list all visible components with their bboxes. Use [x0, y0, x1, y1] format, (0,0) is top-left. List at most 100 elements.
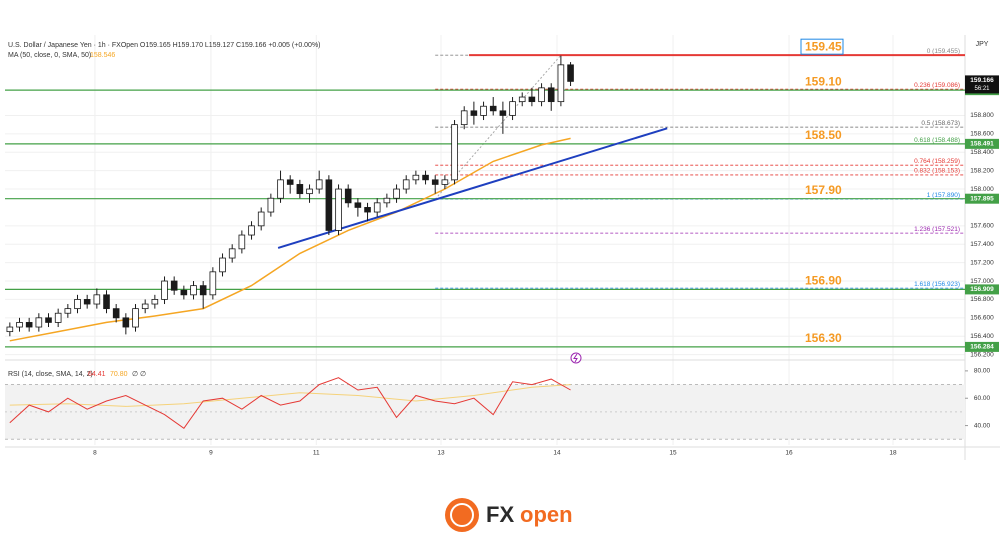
level-label: 156.30 [805, 331, 842, 345]
candle-body [286, 179, 294, 185]
candle-body [383, 197, 391, 204]
fib-label: 1.236 (157.521) [914, 226, 960, 233]
level-label: 159.10 [805, 74, 842, 88]
countdown: 56:21 [974, 86, 990, 92]
candle-body [257, 211, 265, 227]
candle-body [112, 308, 120, 319]
y-tick-label: 158.000 [970, 186, 994, 193]
y-tick-label: 156.400 [970, 333, 994, 340]
rsi-sma-line [9, 384, 571, 407]
level-label: 158.50 [805, 128, 842, 142]
candle-body [538, 87, 545, 103]
rsi-sma-last: 70.80 [110, 371, 128, 378]
candle-body [528, 96, 536, 103]
logo-fx: FX [486, 502, 514, 527]
logo-emblem-ring [450, 503, 474, 527]
axis-level-label: 157.895 [970, 195, 994, 202]
x-tick-label: 9 [209, 450, 213, 457]
fib-label: 0 (159.455) [927, 48, 960, 55]
axis-level-label: 156.909 [970, 286, 994, 293]
candle-body [141, 303, 149, 310]
candle-body [480, 105, 487, 116]
candle-body [518, 96, 526, 103]
x-tick-label: 11 [313, 450, 320, 457]
candle-body [267, 197, 275, 213]
y-tick-label: 158.800 [970, 112, 994, 119]
candle-body [45, 317, 52, 323]
rsi-tick-label: 80.00 [974, 368, 991, 375]
fib-label: 0.5 (158.673) [921, 120, 960, 127]
candle-body [557, 64, 565, 103]
x-tick-label: 13 [437, 450, 445, 457]
candle-body [151, 299, 159, 305]
y-tick-label: 156.800 [970, 296, 994, 303]
candle-body [16, 322, 23, 328]
candle-body [364, 207, 371, 213]
candle-body [199, 285, 207, 296]
candle-body [470, 110, 478, 116]
level-label: 157.90 [805, 183, 842, 197]
fib-label: 1.618 (156.923) [914, 281, 960, 288]
x-tick-label: 8 [93, 450, 97, 457]
fib-label: 0.764 (158.259) [914, 158, 960, 165]
candle-body [325, 179, 333, 231]
y-tick-label: 157.600 [970, 223, 994, 230]
axis-level-box [965, 341, 999, 352]
currency: JPY [976, 41, 989, 48]
last-price: 159.166 [970, 77, 994, 84]
candle-body [238, 234, 246, 250]
candle-body [344, 188, 352, 204]
y-tick-label: 158.400 [970, 149, 994, 156]
candle-body [209, 271, 217, 296]
candle-body [219, 257, 226, 273]
logo: FX open [445, 498, 573, 532]
candle-body [170, 280, 178, 291]
candle-body [54, 312, 62, 323]
candle-body [190, 285, 197, 296]
candle-body [315, 179, 323, 190]
rsi-last: 64.41 [88, 371, 106, 378]
candle-body [306, 188, 313, 195]
candle-body [393, 188, 400, 199]
x-tick-label: 18 [889, 450, 897, 457]
y-tick-label: 158.600 [970, 131, 994, 138]
y-tick-label: 156.600 [970, 315, 994, 322]
fib-label: 0.236 (159.086) [914, 82, 960, 89]
axis-level-label: 156.284 [970, 344, 994, 351]
rsi-header: RSI (14, close, SMA, 14, 2) [8, 371, 93, 378]
candle-body [93, 294, 101, 305]
candle-body [74, 299, 81, 310]
candle-body [567, 64, 574, 82]
fib-label: 0.618 (158.488) [914, 137, 960, 144]
last-price-box [965, 75, 999, 94]
y-tick-label: 158.200 [970, 167, 994, 174]
fib-label: 0.832 (158.153) [914, 168, 960, 175]
rsi-tick-label: 60.00 [974, 395, 991, 402]
ma-header: MA (50, close, 0, SMA, 50) [8, 52, 91, 59]
candle-body [132, 308, 139, 328]
rsi-extra: ∅ ∅ [132, 371, 146, 378]
candle-body [509, 101, 516, 116]
candle-body [441, 179, 449, 185]
candle-body [277, 179, 284, 199]
candle-body [103, 294, 110, 310]
candle-body [25, 322, 33, 328]
axis-level-box [965, 284, 999, 295]
y-tick-label: 157.000 [970, 278, 994, 285]
candle-body [402, 179, 410, 190]
candle-body [354, 202, 362, 208]
candle-body [180, 289, 188, 296]
candle-body [296, 184, 304, 195]
y-tick-label: 157.400 [970, 241, 994, 248]
fib-label: 1 (157.890) [927, 192, 960, 199]
ma-last: 158.546 [90, 52, 115, 59]
x-tick-label: 15 [669, 450, 677, 457]
ma-line [9, 137, 571, 342]
level-box [800, 38, 844, 55]
level-label: 156.90 [805, 274, 842, 288]
level-label: 159.45 [805, 39, 842, 53]
x-tick-label: 16 [785, 450, 793, 457]
y-tick-label: 156.200 [970, 351, 994, 358]
